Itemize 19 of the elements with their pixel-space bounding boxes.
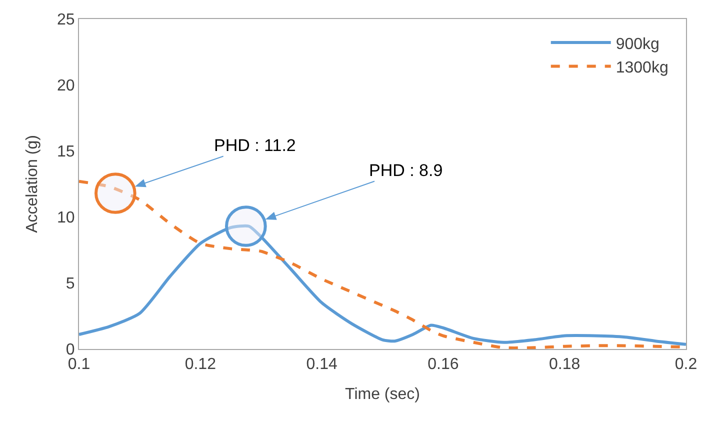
- line-series: [79, 224, 686, 346]
- x-tick-label: 0.12: [184, 356, 216, 374]
- x-tick-label: 0.18: [549, 356, 580, 374]
- x-tick-label: 0.16: [428, 356, 459, 374]
- y-tick-label: 5: [66, 276, 75, 293]
- annotation: PHD : 8.9: [369, 161, 443, 180]
- annotation: PHD : 11.2: [214, 136, 296, 155]
- legend-label: 1300kg: [616, 60, 668, 77]
- y-tick-label: 10: [57, 210, 75, 227]
- x-tick-label: 0.2: [674, 356, 698, 374]
- legend-label: 900kg: [616, 36, 660, 53]
- y-tick-label: 0: [66, 342, 75, 359]
- y-axis-title: Accelation (g): [24, 135, 41, 233]
- y-tick-label: 20: [57, 78, 75, 95]
- x-axis-title: Time (sec): [345, 386, 420, 403]
- y-tick-label: 15: [57, 144, 75, 161]
- x-tick-label: 0.1: [68, 356, 90, 374]
- x-tick-label: 0.14: [306, 356, 338, 374]
- y-tick-label: 25: [57, 12, 75, 29]
